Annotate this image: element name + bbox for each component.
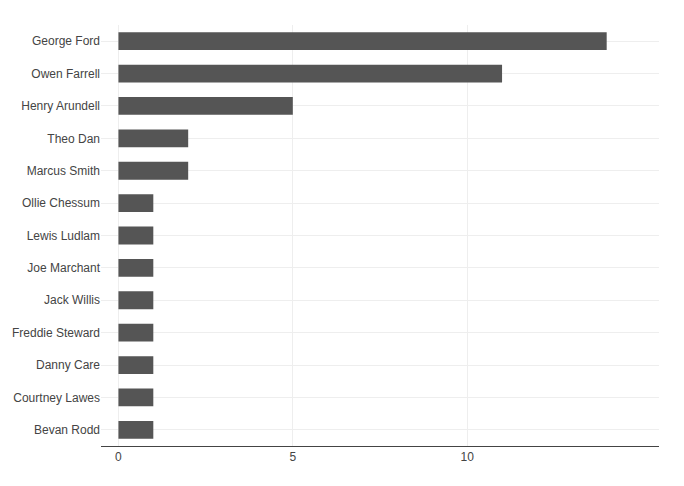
- svg-text:Freddie Steward: Freddie Steward: [12, 326, 100, 340]
- svg-text:10: 10: [461, 450, 475, 464]
- svg-text:0: 0: [115, 450, 122, 464]
- svg-text:Danny Care: Danny Care: [36, 358, 100, 372]
- svg-text:Theo Dan: Theo Dan: [47, 132, 100, 146]
- svg-text:Marcus Smith: Marcus Smith: [27, 164, 100, 178]
- svg-text:Lewis Ludlam: Lewis Ludlam: [27, 229, 100, 243]
- svg-text:Jack Willis: Jack Willis: [44, 293, 100, 307]
- svg-text:Owen Farrell: Owen Farrell: [31, 67, 100, 81]
- svg-text:Courtney Lawes: Courtney Lawes: [13, 391, 100, 405]
- svg-text:Henry Arundell: Henry Arundell: [21, 99, 100, 113]
- svg-text:George Ford: George Ford: [32, 34, 100, 48]
- svg-text:Ollie Chessum: Ollie Chessum: [22, 196, 100, 210]
- svg-text:Bevan Rodd: Bevan Rodd: [34, 423, 100, 437]
- svg-text:5: 5: [289, 450, 296, 464]
- svg-text:Joe Marchant: Joe Marchant: [27, 261, 100, 275]
